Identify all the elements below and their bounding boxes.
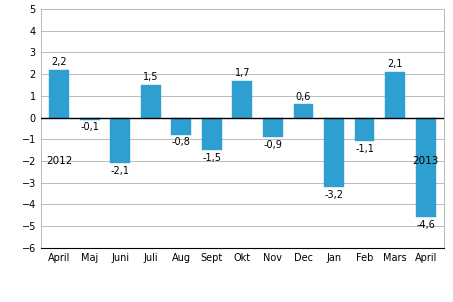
Text: -4,6: -4,6	[416, 220, 435, 230]
Text: 2,1: 2,1	[387, 59, 403, 69]
Bar	[49, 70, 69, 117]
Text: 0,6: 0,6	[296, 92, 311, 102]
Bar	[294, 104, 313, 117]
Text: -3,2: -3,2	[324, 190, 343, 200]
Text: -1,5: -1,5	[202, 153, 222, 163]
Bar	[385, 72, 405, 117]
Text: -0,9: -0,9	[264, 140, 282, 149]
Bar	[202, 117, 222, 150]
Text: 2012: 2012	[46, 156, 72, 166]
Bar	[141, 85, 161, 117]
Text: 1,5: 1,5	[143, 72, 159, 82]
Bar	[416, 117, 435, 217]
Bar	[355, 117, 375, 141]
Bar	[110, 117, 130, 163]
Text: -0,1: -0,1	[80, 122, 99, 132]
Bar	[263, 117, 283, 137]
Bar	[171, 117, 191, 135]
Text: -1,1: -1,1	[355, 144, 374, 154]
Bar	[232, 81, 252, 117]
Text: -2,1: -2,1	[111, 166, 130, 176]
Bar	[80, 117, 100, 120]
Bar	[324, 117, 344, 187]
Text: -0,8: -0,8	[172, 137, 191, 147]
Text: 2013: 2013	[412, 156, 439, 166]
Text: 1,7: 1,7	[235, 68, 250, 78]
Text: 2,2: 2,2	[51, 57, 67, 67]
